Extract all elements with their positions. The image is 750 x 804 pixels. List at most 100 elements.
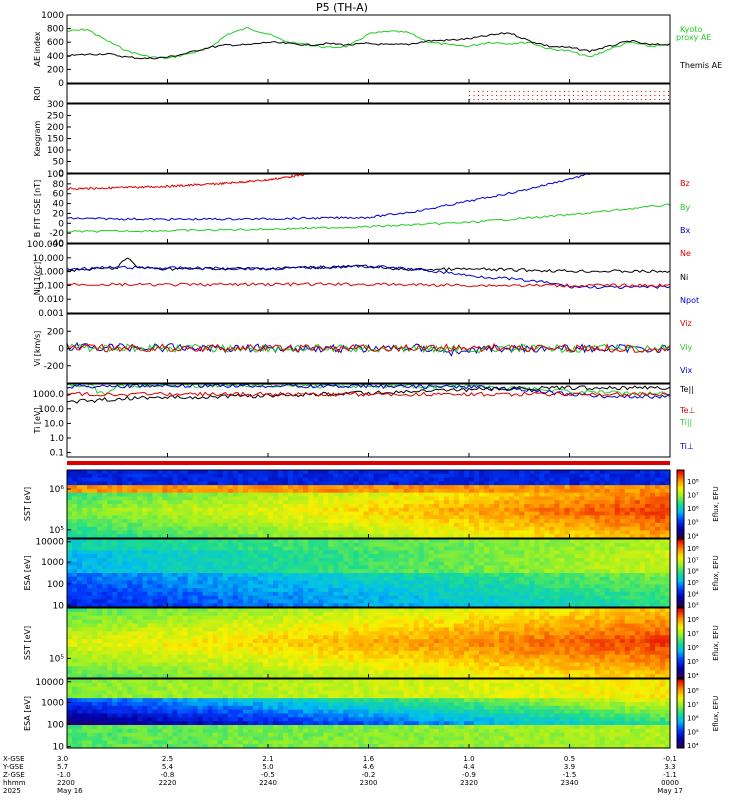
- spectrogram-cell: [147, 611, 154, 617]
- spectrogram-cell: [328, 542, 334, 548]
- spectrogram-cell: [298, 584, 304, 589]
- spectrogram-cell: [247, 539, 254, 544]
- spectrogram-cell: [257, 569, 264, 574]
- spectrogram-cell: [252, 488, 259, 494]
- spectrogram-cell: [489, 473, 495, 479]
- spectrogram-cell: [524, 588, 530, 593]
- spectrogram-cell: [298, 554, 304, 559]
- spectrogram-cell: [494, 546, 500, 551]
- spectrogram-cell: [584, 546, 591, 551]
- spectrogram-cell: [132, 470, 138, 475]
- spectrogram-cell: [212, 481, 219, 486]
- spectrogram-cell: [127, 595, 133, 601]
- spectrogram-cell: [594, 550, 601, 555]
- spectrogram-cell: [137, 485, 143, 490]
- spectrogram-cell: [112, 631, 118, 636]
- spectrogram-cell: [328, 546, 334, 551]
- spectrogram-cell: [242, 569, 249, 574]
- spectrogram-cell: [443, 580, 450, 585]
- spectrogram-cell: [639, 599, 646, 604]
- spectrogram-cell: [142, 619, 149, 625]
- spectrogram-cell: [524, 539, 530, 544]
- spectrogram-cell: [202, 670, 209, 675]
- spectrogram-cell: [418, 492, 425, 498]
- spectrogram-cell: [167, 554, 174, 559]
- spectrogram-cell: [237, 658, 244, 664]
- spectrogram-cell: [147, 492, 154, 498]
- spectrogram-cell: [604, 557, 611, 563]
- spectrogram-cell: [167, 522, 174, 528]
- spectrogram-cell: [147, 627, 154, 632]
- spectrogram-cell: [649, 492, 656, 498]
- spectrogram-cell: [92, 635, 98, 640]
- spectrogram-cell: [363, 477, 370, 482]
- spectrogram-cell: [333, 511, 339, 516]
- spectrogram-cell: [122, 565, 128, 570]
- spectrogram-cell: [589, 511, 596, 516]
- spectrogram-cell: [152, 580, 159, 585]
- spectrogram-cell: [237, 619, 244, 625]
- spectrogram-cell: [142, 576, 149, 582]
- spectrogram-cell: [247, 519, 254, 524]
- spectrogram-cell: [82, 515, 88, 520]
- spectrogram-cell: [132, 580, 138, 585]
- spectrogram-cell: [67, 565, 73, 570]
- spectrogram-cell: [152, 470, 159, 475]
- spectrogram-cell: [343, 473, 350, 479]
- spectrogram-cell: [273, 504, 279, 509]
- spectrogram-cell: [599, 515, 606, 520]
- spectrogram-cell: [453, 599, 460, 604]
- spectrogram-cell: [242, 573, 249, 578]
- spectrogram-cell: [443, 576, 450, 582]
- spectrogram-cell: [338, 542, 344, 548]
- spectrogram-cell: [363, 526, 370, 532]
- spectrogram-cell: [182, 611, 189, 617]
- spectrogram-cell: [614, 565, 621, 570]
- spectrogram-cell: [77, 588, 83, 593]
- spectrogram-cell: [659, 470, 666, 475]
- spectrogram-cell: [247, 504, 254, 509]
- spectrogram-cell: [222, 526, 229, 532]
- spectrogram-cell: [484, 530, 490, 535]
- spectrogram-cell: [403, 603, 410, 608]
- spectrogram-cell: [177, 603, 184, 608]
- spectrogram-cell: [418, 507, 425, 513]
- spectrogram-cell: [609, 500, 616, 505]
- spectrogram-cell: [132, 623, 138, 629]
- spectrogram-cell: [112, 662, 118, 667]
- spectrogram-cell: [232, 658, 239, 664]
- spectrogram-cell: [393, 565, 400, 570]
- spectrogram-cell: [499, 481, 505, 486]
- spectrogram-cell: [574, 591, 581, 597]
- spectrogram-cell: [458, 603, 465, 608]
- spectrogram-cell: [157, 526, 164, 532]
- spectrogram-cell: [629, 488, 636, 494]
- spectrogram-cell: [212, 619, 219, 625]
- spectrogram-cell: [353, 500, 360, 505]
- spectrogram-cell: [122, 666, 128, 671]
- spectrogram-cell: [187, 470, 194, 475]
- spectrogram-cell: [142, 631, 149, 636]
- spectrogram-cell: [448, 477, 455, 482]
- spectrogram-cell: [313, 481, 319, 486]
- spectrogram-cell: [408, 496, 415, 501]
- spectrogram-cell: [182, 515, 189, 520]
- spectrogram-cell: [132, 546, 138, 551]
- spectrogram-cell: [82, 654, 88, 660]
- spectrogram-cell: [333, 595, 339, 601]
- spectrogram-cell: [192, 507, 199, 513]
- spectrogram-cell: [378, 504, 385, 509]
- spectrogram-cell: [67, 519, 73, 524]
- spectrogram-cell: [549, 488, 556, 494]
- spectrogram-cell: [137, 522, 143, 528]
- spectrogram-cell: [659, 496, 666, 501]
- spectrogram-cell: [398, 603, 405, 608]
- spectrogram-cell: [222, 530, 229, 535]
- spectrogram-cell: [333, 580, 339, 585]
- spectrogram-cell: [448, 496, 455, 501]
- spectrogram-cell: [222, 674, 229, 679]
- spectrogram-cell: [398, 507, 405, 513]
- spectrogram-cell: [278, 580, 284, 585]
- spectrogram-cell: [92, 662, 98, 667]
- spectrogram-cell: [122, 631, 128, 636]
